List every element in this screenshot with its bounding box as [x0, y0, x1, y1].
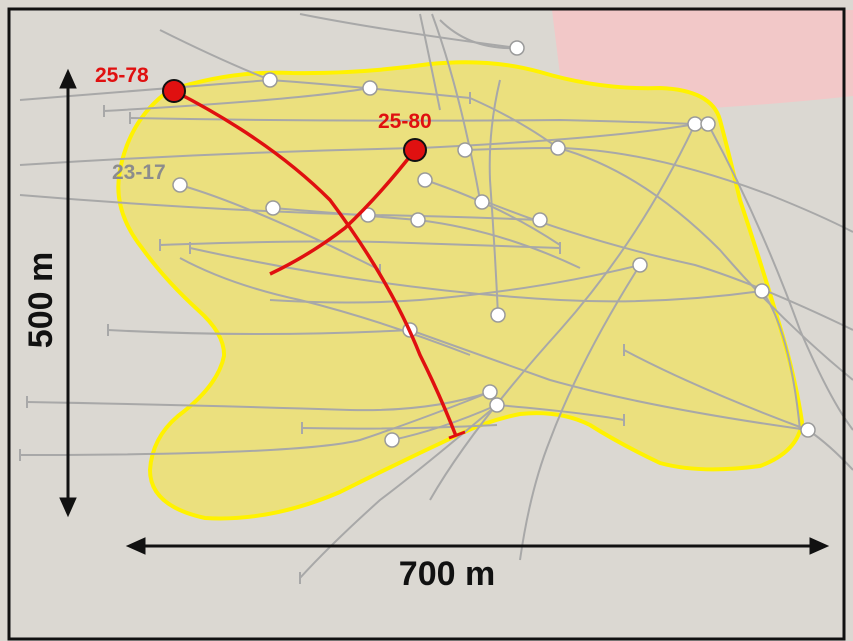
- collar-marker: [172, 177, 188, 193]
- collar-marker: [474, 194, 490, 210]
- collar-marker: [417, 172, 433, 188]
- drill-trace: [179, 257, 471, 356]
- hole-label-25-78: 25-78: [95, 64, 149, 87]
- horizontal-scale-arrow: [125, 537, 830, 555]
- trace-25-78: [173, 89, 458, 437]
- drill-trace: [107, 329, 411, 335]
- drill-trace: [269, 264, 641, 304]
- drill-trace: [464, 146, 853, 233]
- collar-marker: [489, 397, 505, 413]
- drill-trace: [429, 123, 696, 501]
- drill-trace: [103, 87, 371, 112]
- drill-trace: [391, 404, 498, 441]
- collar-marker: [362, 80, 378, 96]
- collar-marker: [457, 142, 473, 158]
- vertical-scale-arrow: [59, 68, 77, 518]
- drill-trace: [19, 194, 541, 221]
- drill-trace: [431, 13, 481, 201]
- drill-trace: [159, 29, 271, 81]
- drill-trace: [419, 13, 441, 111]
- hole-label-25-80: 25-80: [378, 110, 432, 133]
- drill-trace: [761, 290, 801, 431]
- drill-trace: [179, 184, 381, 271]
- drill-trace: [519, 264, 641, 561]
- drill-trace: [26, 391, 491, 412]
- drill-trace: [488, 79, 501, 316]
- collar-marker: [754, 283, 770, 299]
- collar-marker: [632, 257, 648, 273]
- drill-trace: [19, 79, 271, 101]
- drill-trace: [409, 329, 809, 431]
- trace-25-80: [269, 148, 417, 276]
- drill-trace: [301, 424, 498, 430]
- drill-trace: [189, 247, 763, 303]
- pink-zone: [552, 10, 853, 108]
- drill-trace: [19, 123, 696, 166]
- collar-marker: [482, 384, 498, 400]
- drill-collars: [172, 40, 816, 448]
- drill-trace: [557, 147, 853, 381]
- collar-marker: [550, 140, 566, 156]
- mineralized-zone: [116, 60, 805, 521]
- collar-marker: [410, 212, 426, 228]
- collar-marker: [800, 422, 816, 438]
- collar-marker: [265, 200, 281, 216]
- collar-marker: [687, 116, 703, 132]
- collar-marker: [532, 212, 548, 228]
- drill-trace: [424, 179, 561, 246]
- drill-trace: [129, 117, 696, 125]
- horizontal-scale-label: 700 m: [399, 555, 495, 593]
- drill-trace: [269, 79, 471, 99]
- drill-trace: [299, 404, 498, 579]
- collar-marker: [700, 116, 716, 132]
- drill-trace: [299, 13, 518, 49]
- drill-traces: [19, 13, 853, 584]
- collar-marker: [509, 40, 525, 56]
- hole-label-23-17: 23-17: [112, 161, 166, 184]
- collar-25-78: [162, 79, 186, 103]
- collar-marker: [262, 72, 278, 88]
- map-frame-border: [7, 7, 846, 641]
- collar-marker: [490, 307, 506, 323]
- drill-trace: [707, 123, 853, 431]
- drill-trace: [19, 391, 491, 456]
- drill-trace: [496, 404, 625, 421]
- vertical-scale-label: 500 m: [22, 252, 60, 348]
- drill-trace: [159, 240, 561, 249]
- collar-marker: [360, 207, 376, 223]
- drill-trace: [469, 97, 559, 149]
- trace-25-78-end-tick: [448, 430, 466, 440]
- collar-25-80: [403, 138, 427, 162]
- drill-trace: [623, 349, 853, 471]
- collar-marker: [384, 432, 400, 448]
